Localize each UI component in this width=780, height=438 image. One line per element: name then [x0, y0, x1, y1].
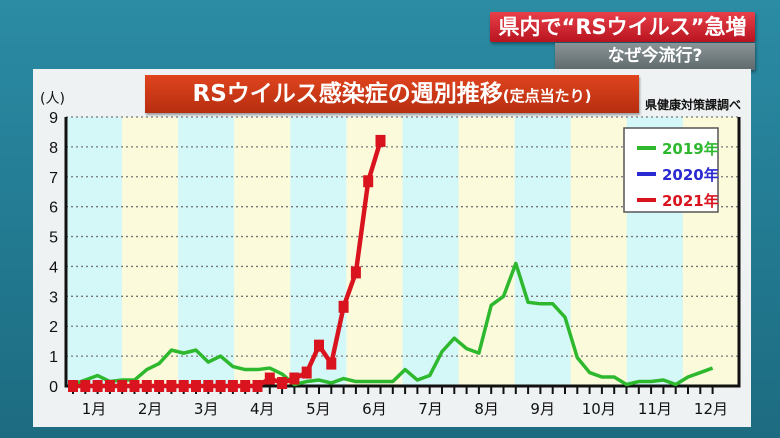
- chart-title-box: RSウイルス感染症の週別推移(定点当たり): [145, 75, 639, 113]
- series-marker: [227, 380, 238, 392]
- x-month-label: 10月: [582, 400, 616, 418]
- month-band: [402, 117, 459, 386]
- x-month-label: 8月: [474, 400, 499, 418]
- series-marker: [277, 377, 288, 390]
- x-month-label: 4月: [250, 400, 275, 418]
- chart-title-suffix: (定点当たり): [502, 87, 592, 105]
- x-month-label: 11月: [638, 400, 672, 418]
- series-marker: [68, 380, 78, 392]
- x-month-label: 5月: [306, 400, 331, 418]
- x-month-label: 7月: [418, 400, 443, 418]
- series-marker: [166, 380, 177, 392]
- series-marker: [289, 372, 300, 385]
- series-marker: [264, 372, 275, 385]
- month-band: [514, 117, 571, 386]
- y-tick-label: 7: [49, 170, 58, 187]
- y-tick-label: 4: [49, 259, 58, 276]
- legend-label: 2019年: [662, 140, 719, 158]
- series-marker: [129, 380, 140, 392]
- source-note: 県健康対策課調べ: [645, 98, 742, 112]
- month-band: [66, 117, 123, 386]
- y-tick-label: 3: [49, 289, 58, 306]
- x-month-label: 9月: [530, 400, 555, 418]
- series-marker: [178, 380, 189, 392]
- y-tick-label: 1: [49, 349, 58, 366]
- x-month-label: 1月: [82, 400, 107, 418]
- series-marker: [326, 357, 337, 370]
- series-marker: [350, 266, 361, 279]
- series-marker: [154, 380, 165, 392]
- y-tick-label: 6: [49, 200, 58, 217]
- legend-label: 2021年: [662, 192, 719, 210]
- series-marker: [191, 380, 201, 392]
- series-marker: [203, 380, 214, 392]
- y-tick-label: 8: [49, 140, 58, 157]
- month-band: [458, 117, 515, 386]
- series-marker: [104, 380, 115, 392]
- month-band: [570, 117, 627, 386]
- plot-frame: [64, 117, 741, 388]
- series-marker: [141, 380, 152, 392]
- series-line-2019年: [72, 261, 714, 387]
- series-marker: [375, 134, 386, 147]
- series-marker: [80, 380, 91, 392]
- series-marker: [117, 380, 128, 392]
- x-month-label: 2月: [138, 400, 163, 418]
- series-marker: [363, 175, 374, 188]
- y-tick-label: 9: [49, 110, 58, 127]
- y-tick-label: 5: [49, 230, 58, 247]
- month-band: [234, 117, 291, 386]
- chart-title: RSウイルス感染症の週別推移: [192, 81, 503, 107]
- subheadline-banner: なぜ今流行?: [555, 43, 755, 70]
- series-marker: [314, 339, 324, 352]
- month-band: [178, 117, 235, 386]
- x-month-label: 12月: [694, 400, 728, 418]
- y-axis-unit: (人): [40, 91, 65, 107]
- month-band: [122, 117, 179, 386]
- legend: 2019年 2020年 2021年: [623, 127, 719, 213]
- y-tick-label: 0: [49, 379, 58, 396]
- x-month-label: 6月: [362, 400, 387, 418]
- headline-banner: 県内で“RSウイルス”急増: [490, 12, 755, 42]
- legend-label: 2020年: [662, 166, 719, 184]
- series-marker: [252, 380, 263, 392]
- y-tick-label: 2: [49, 319, 58, 336]
- x-month-label: 3月: [194, 400, 219, 418]
- series-marker: [240, 380, 251, 392]
- series-marker: [92, 380, 103, 392]
- series-marker: [215, 380, 226, 392]
- series-marker: [301, 366, 312, 379]
- series-marker: [338, 300, 349, 313]
